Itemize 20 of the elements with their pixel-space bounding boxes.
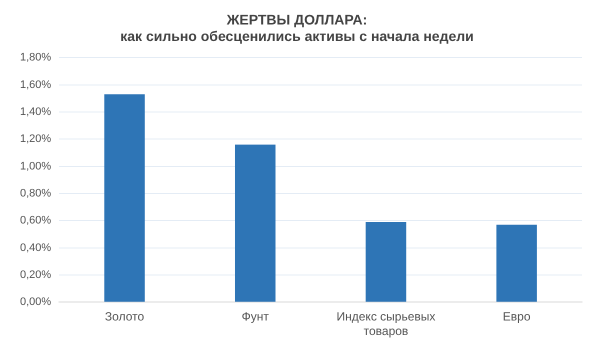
y-tick-label: 1,80% [20, 52, 52, 64]
bar [496, 224, 537, 302]
bar [104, 94, 145, 302]
x-tick-label: Евро [502, 310, 531, 324]
chart-title: ЖЕРТВЫ ДОЛЛАРА: [226, 11, 368, 28]
y-tick-label: 0,00% [20, 296, 52, 308]
y-tick-label: 0,20% [20, 269, 52, 282]
y-tick-label: 0,80% [20, 188, 52, 200]
x-tick-label: Индекс сырьевых товаров [336, 310, 436, 338]
chart-subtitle: как сильно обесценились активы с начала недели [120, 28, 474, 44]
x-tick-label: Фунт [242, 310, 270, 324]
x-tick-label: Золото [104, 310, 144, 324]
bar [234, 144, 276, 302]
y-tick-label: 1,20% [20, 133, 52, 146]
y-tick-label: 1,60% [20, 78, 52, 91]
y-tick-label: 0,60% [20, 214, 52, 227]
y-tick-label: 0,40% [20, 242, 52, 254]
y-tick-label: 1,40% [20, 106, 52, 118]
bar [366, 222, 406, 302]
y-tick-label: 1,00% [20, 160, 52, 172]
